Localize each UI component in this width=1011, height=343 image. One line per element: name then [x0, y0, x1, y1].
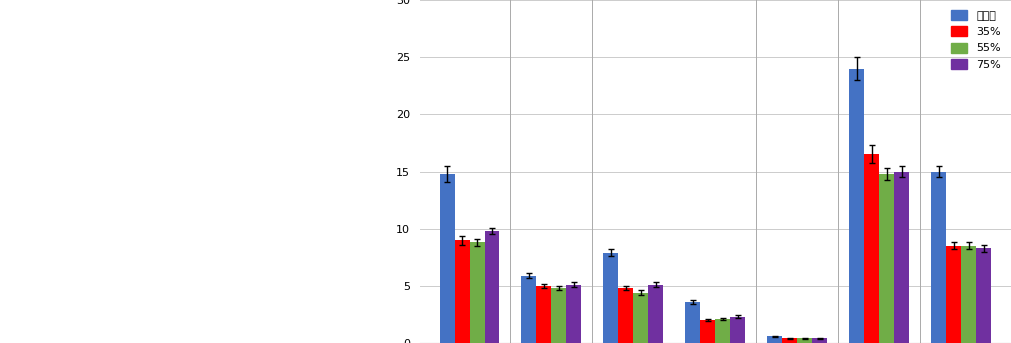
Bar: [604, 253, 619, 343]
Bar: [864, 154, 880, 343]
Bar: [619, 288, 633, 343]
Bar: [812, 339, 827, 343]
Bar: [880, 174, 894, 343]
Bar: [701, 320, 715, 343]
Bar: [767, 336, 783, 343]
Bar: [976, 248, 991, 343]
Bar: [537, 286, 551, 343]
Bar: [798, 339, 812, 343]
Bar: [716, 319, 730, 343]
Bar: [566, 285, 581, 343]
Bar: [440, 174, 455, 343]
Bar: [730, 317, 745, 343]
Bar: [961, 246, 976, 343]
Bar: [455, 240, 469, 343]
Bar: [685, 302, 701, 343]
Bar: [894, 172, 909, 343]
Bar: [648, 285, 663, 343]
Bar: [484, 231, 499, 343]
Bar: [522, 275, 537, 343]
Legend: 대조구, 35%, 55%, 75%: 대조구, 35%, 55%, 75%: [946, 5, 1006, 74]
Bar: [633, 293, 648, 343]
Bar: [551, 288, 566, 343]
Bar: [931, 172, 946, 343]
Bar: [946, 246, 961, 343]
Bar: [469, 243, 484, 343]
Bar: [783, 339, 798, 343]
Bar: [849, 69, 864, 343]
